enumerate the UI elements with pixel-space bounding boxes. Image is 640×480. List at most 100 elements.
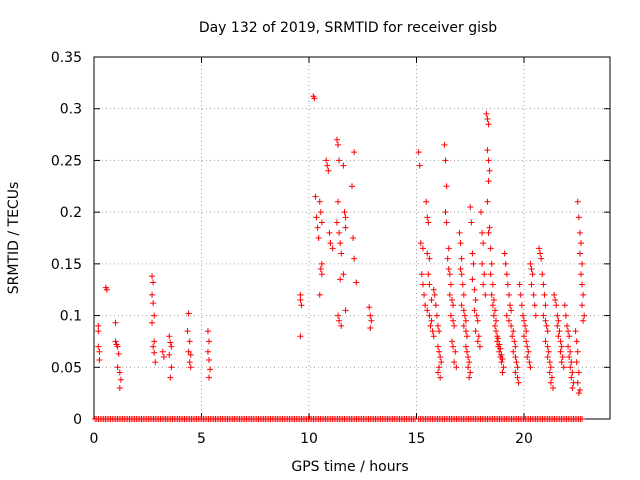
data-point xyxy=(318,271,325,278)
data-point xyxy=(572,328,579,335)
data-point xyxy=(96,348,103,355)
data-point xyxy=(467,369,474,376)
data-point xyxy=(510,348,517,355)
data-point xyxy=(507,302,514,309)
y-tick-label: 0.15 xyxy=(51,257,82,273)
data-point xyxy=(207,366,214,373)
data-point xyxy=(553,302,560,309)
data-point xyxy=(579,416,586,422)
data-point xyxy=(416,162,423,169)
data-point xyxy=(116,384,123,391)
data-point xyxy=(486,224,493,231)
data-point xyxy=(488,291,495,298)
data-point xyxy=(446,271,453,278)
data-point xyxy=(435,343,441,350)
data-point xyxy=(460,307,467,314)
data-point xyxy=(515,379,522,386)
data-point xyxy=(206,357,213,364)
data-point xyxy=(422,302,429,309)
x-tick-label: 0 xyxy=(90,431,99,447)
data-point xyxy=(466,359,473,366)
data-point xyxy=(366,304,373,311)
data-point xyxy=(508,307,515,314)
data-point xyxy=(342,214,349,221)
data-point xyxy=(484,147,491,154)
data-point xyxy=(518,302,525,309)
data-point xyxy=(452,348,459,355)
data-point xyxy=(438,359,445,366)
data-point xyxy=(508,322,515,329)
data-point xyxy=(554,322,561,329)
data-point xyxy=(556,328,563,335)
data-point xyxy=(473,312,480,319)
data-point xyxy=(490,297,497,304)
data-point xyxy=(480,281,487,288)
data-point xyxy=(297,297,304,304)
data-point xyxy=(448,338,455,345)
data-point xyxy=(523,328,530,335)
data-point xyxy=(326,229,333,236)
data-point xyxy=(485,121,492,128)
data-point xyxy=(476,343,483,350)
data-point xyxy=(497,345,504,352)
data-point xyxy=(448,297,455,304)
data-point xyxy=(436,364,443,371)
data-point xyxy=(204,348,211,355)
data-point xyxy=(554,312,561,319)
data-point xyxy=(335,198,342,205)
data-point xyxy=(442,209,449,216)
data-point xyxy=(351,149,358,156)
data-point xyxy=(545,348,552,355)
data-point xyxy=(335,312,342,319)
data-point xyxy=(159,348,166,355)
data-point xyxy=(336,157,343,164)
data-point xyxy=(498,359,505,366)
data-point xyxy=(340,271,347,278)
data-point xyxy=(512,343,519,350)
data-point xyxy=(512,353,519,360)
data-point xyxy=(462,328,469,335)
y-tick-label: 0.1 xyxy=(60,309,82,325)
data-point xyxy=(167,374,174,381)
data-point xyxy=(317,209,324,216)
data-point xyxy=(481,271,488,278)
data-point xyxy=(419,245,426,252)
data-point xyxy=(491,322,498,329)
data-point xyxy=(112,319,119,326)
data-point xyxy=(565,328,572,335)
data-point xyxy=(114,343,121,350)
data-point xyxy=(480,240,487,247)
data-point xyxy=(187,351,194,358)
data-point xyxy=(541,291,548,298)
data-point xyxy=(312,193,319,200)
data-point xyxy=(485,157,492,164)
data-point xyxy=(502,260,509,267)
data-point xyxy=(437,374,444,381)
data-point xyxy=(297,333,304,340)
data-point xyxy=(519,312,526,319)
chart-title: Day 132 of 2019, SRMTID for receiver gis… xyxy=(199,20,497,36)
data-point xyxy=(559,353,566,360)
data-point xyxy=(568,374,575,381)
data-point xyxy=(573,359,580,366)
data-point xyxy=(488,260,495,267)
data-point xyxy=(540,312,547,319)
data-point xyxy=(486,167,493,174)
data-point xyxy=(451,322,458,329)
data-point xyxy=(430,286,437,293)
data-point xyxy=(461,312,468,319)
data-point xyxy=(457,240,464,247)
data-point xyxy=(505,291,512,298)
data-point xyxy=(470,260,477,267)
data-point xyxy=(186,359,193,366)
data-point xyxy=(540,281,547,288)
data-point xyxy=(150,343,157,350)
data-point xyxy=(558,343,565,350)
data-point xyxy=(494,338,501,345)
data-point xyxy=(160,353,167,360)
data-point xyxy=(568,359,575,366)
data-point xyxy=(536,245,543,252)
data-point xyxy=(566,333,573,340)
data-point xyxy=(483,110,490,117)
data-point xyxy=(547,379,554,386)
